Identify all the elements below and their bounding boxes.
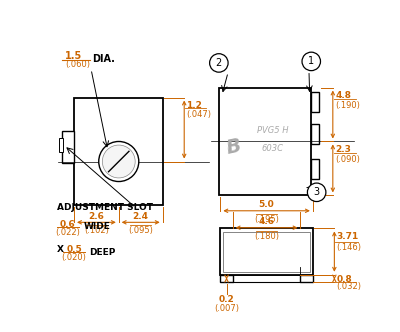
Text: (.195): (.195) [254, 214, 279, 224]
Bar [224, 232, 310, 272]
Text: 3.71: 3.71 [337, 232, 359, 241]
Circle shape [308, 183, 326, 202]
Bar [300, 275, 313, 283]
Text: (.007): (.007) [214, 304, 239, 313]
Text: 0.6: 0.6 [60, 220, 76, 229]
Text: (.022): (.022) [56, 228, 80, 237]
Bar [311, 159, 319, 179]
Text: 1.5: 1.5 [65, 50, 82, 61]
Text: 4.8: 4.8 [335, 91, 351, 100]
Text: (.047): (.047) [186, 110, 212, 119]
Bar [311, 92, 319, 112]
Text: B: B [224, 136, 243, 158]
Text: 2.3: 2.3 [335, 145, 351, 154]
Text: 0.5: 0.5 [66, 245, 82, 254]
Text: (.060): (.060) [65, 60, 90, 69]
Text: (.180): (.180) [254, 232, 279, 241]
Text: X: X [57, 245, 64, 254]
Bar [220, 228, 313, 275]
Text: DIA.: DIA. [92, 54, 116, 64]
Text: 0.2: 0.2 [219, 295, 234, 304]
Text: (.102): (.102) [84, 226, 109, 235]
Text: 0.8: 0.8 [337, 276, 352, 285]
Bar [220, 275, 233, 283]
Text: 1.2: 1.2 [186, 102, 202, 111]
Text: 603C: 603C [262, 144, 284, 153]
Text: (.146): (.146) [337, 243, 362, 252]
Text: (.190): (.190) [335, 101, 360, 110]
Text: 2.6: 2.6 [88, 212, 104, 221]
Text: ADJUSTMENT SLOT: ADJUSTMENT SLOT [57, 203, 153, 212]
Bar [219, 88, 311, 195]
Text: DEEP: DEEP [90, 248, 116, 257]
Circle shape [102, 145, 135, 178]
Text: (.090): (.090) [335, 155, 360, 164]
Circle shape [210, 54, 228, 72]
Text: 2: 2 [216, 58, 222, 68]
Text: 1: 1 [308, 56, 314, 66]
Circle shape [99, 141, 139, 182]
Text: (.095): (.095) [128, 226, 153, 235]
Text: WIDE: WIDE [83, 222, 110, 231]
Text: PVG5 H: PVG5 H [257, 126, 288, 135]
Bar [311, 124, 319, 144]
Bar [74, 98, 163, 206]
Text: 2.4: 2.4 [132, 212, 148, 221]
Text: (.032): (.032) [337, 283, 362, 291]
Text: (.020): (.020) [62, 253, 86, 262]
Text: 3: 3 [314, 187, 320, 197]
Bar [62, 131, 74, 163]
Circle shape [302, 52, 320, 71]
Text: 5.0: 5.0 [259, 200, 274, 209]
Bar [59, 138, 63, 152]
Text: 4.6: 4.6 [259, 217, 275, 226]
